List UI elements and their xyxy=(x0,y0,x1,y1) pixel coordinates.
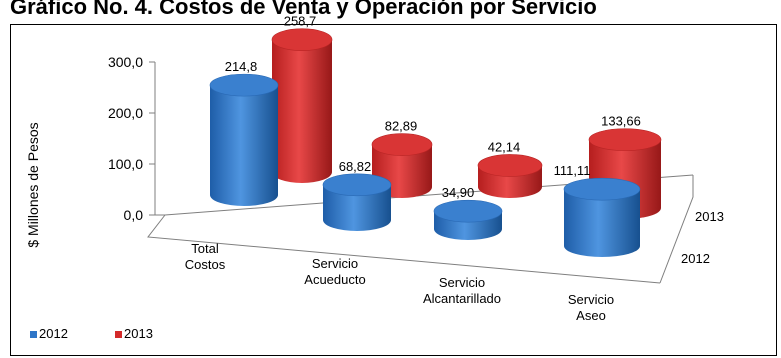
bar-2012-2 xyxy=(433,199,503,240)
data-label-2012-3: 111,11 xyxy=(554,163,591,178)
y-axis-title: $ Millones de Pesos xyxy=(25,122,41,247)
bar-top xyxy=(322,173,392,197)
category-label-line: Alcantarillado xyxy=(423,291,501,306)
category-label-line: Servicio xyxy=(312,256,358,271)
data-label-2012-2: 34,90 xyxy=(442,185,475,200)
bar-2013-0 xyxy=(271,28,333,183)
depth-label-2012: 2012 xyxy=(681,251,710,266)
category-label-line: Aseo xyxy=(576,308,606,323)
bar-body xyxy=(323,184,391,231)
bar-series-layer xyxy=(209,28,662,257)
y-tick-label: 0,0 xyxy=(124,207,144,223)
data-label-2013-0: 258,7 xyxy=(284,14,317,29)
bar-top xyxy=(209,73,279,97)
bar-2012-3 xyxy=(563,177,641,257)
category-label-line: Acueducto xyxy=(304,272,365,287)
bar-2012-0 xyxy=(209,73,279,206)
category-label-line: Total xyxy=(191,241,219,256)
bar-2012-1 xyxy=(322,173,392,231)
bar-2013-2 xyxy=(477,154,543,198)
bar-top xyxy=(271,28,333,51)
category-label: Servicio Aseo xyxy=(568,292,614,323)
bar-top xyxy=(477,154,543,177)
bar-top xyxy=(563,177,641,201)
category-label: Servicio Alcantarillado xyxy=(423,275,501,306)
category-label-line: Servicio xyxy=(568,292,614,307)
text-layer: 0,0 100,0 200,0 300,0 $ Millones de Pesos 258… xyxy=(25,14,724,341)
category-label-line: Costos xyxy=(185,257,226,272)
floor-front-edge xyxy=(147,214,661,284)
data-label-2013-3: 133,66 xyxy=(601,114,641,129)
chart-frame xyxy=(10,24,777,356)
bar-top xyxy=(433,199,503,223)
bar-body xyxy=(564,189,640,257)
y-tick-label: 100,0 xyxy=(108,156,143,172)
depth-label-2013: 2013 xyxy=(695,209,724,224)
bar-top xyxy=(588,128,662,151)
data-label-2012-0: 214,8 xyxy=(225,59,258,74)
category-label: Servicio Acueducto xyxy=(304,256,365,287)
floor-right-edge xyxy=(659,175,694,284)
data-label-2013-2: 42,14 xyxy=(488,139,521,154)
data-label-2013-1: 82,89 xyxy=(385,119,418,134)
legend-label-2013: 2013 xyxy=(124,326,153,341)
legend-label-2012: 2012 xyxy=(39,326,68,341)
category-label: Total Costos xyxy=(185,241,226,272)
bar-body xyxy=(272,39,332,183)
legend-swatch-2013 xyxy=(115,331,122,338)
bar-top xyxy=(371,133,433,156)
data-label-2012-1: 68,82 xyxy=(339,159,372,174)
y-tick-label: 300,0 xyxy=(108,54,143,70)
legend-swatch-2012 xyxy=(30,331,37,338)
bar-body xyxy=(210,85,278,206)
chart-title: Gráfico No. 4. Costos de Venta y Operaci… xyxy=(10,0,597,19)
y-tick-label: 200,0 xyxy=(108,105,143,121)
category-label-line: Servicio xyxy=(439,275,485,290)
